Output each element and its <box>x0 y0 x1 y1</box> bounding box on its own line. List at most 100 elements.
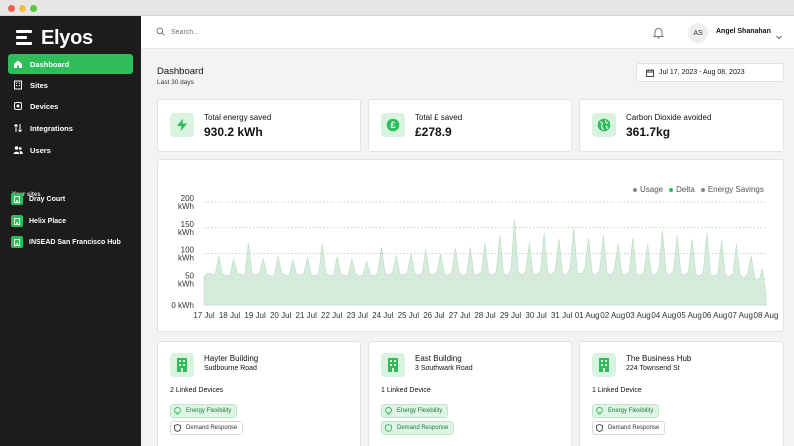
y-tick-label: 0 kWh <box>171 301 194 310</box>
site-building-icon <box>11 236 23 248</box>
x-tick-label: 22 Jul <box>321 311 343 320</box>
site-label: Dray Court <box>29 195 66 203</box>
x-tick-label: 04 Aug <box>651 311 676 320</box>
stat-label: Carbon Dioxide avoided <box>626 113 712 122</box>
stat-label: Total £ saved <box>415 113 463 122</box>
page-subtitle: Last 30 days <box>157 79 194 86</box>
site-name: East Building <box>415 354 462 363</box>
site-name: Hayter Building <box>204 354 259 363</box>
sidebar-site-dray-court[interactable]: Dray Court <box>8 190 138 208</box>
tag-energy-flexibility: Energy Flexibility <box>592 404 660 418</box>
site-name: The Business Hub <box>626 354 692 363</box>
x-tick-label: 05 Aug <box>677 311 702 320</box>
sidebar-item-label: Dashboard <box>30 59 70 69</box>
y-tick-label: 150 kWh <box>178 220 195 237</box>
sidebar: Elyos Dashboard Sites Devices Integratio… <box>0 16 141 446</box>
lightbulb-icon <box>174 407 181 415</box>
sidebar-item-label: Integrations <box>30 123 73 133</box>
x-tick-label: 18 Jul <box>219 311 241 320</box>
sidebar-item-sites[interactable]: Sites <box>8 75 133 95</box>
sidebar-item-label: Sites <box>30 80 48 90</box>
stat-card-energy: Total energy saved 930.2 kWh <box>157 99 361 152</box>
tag-demand-response: Demand Response <box>170 421 244 435</box>
minimize-window-button[interactable] <box>19 5 26 12</box>
stat-value: £278.9 <box>415 125 452 139</box>
sidebar-item-integrations[interactable]: Integrations <box>8 118 133 138</box>
x-tick-label: 28 Jul <box>474 311 496 320</box>
linked-devices-count: 1 Linked Device <box>592 387 642 394</box>
x-tick-label: 25 Jul <box>398 311 420 320</box>
top-bar: AS Angel Shanahan <box>141 16 794 49</box>
stat-value: 930.2 kWh <box>204 125 263 139</box>
energy-chart-card: Usage Delta Energy Savings 200 kWh 150 kWh 1… <box>157 159 784 332</box>
x-tick-label: 21 Jul <box>296 311 318 320</box>
sidebar-item-dashboard[interactable]: Dashboard <box>8 54 133 74</box>
user-name[interactable]: Angel Shanahan <box>716 28 771 35</box>
usage-area-series <box>203 220 767 306</box>
date-range-picker[interactable]: Jul 17, 2023 - Aug 08, 2023 <box>636 63 784 82</box>
bolt-icon <box>170 113 194 137</box>
stat-card-carbon: Carbon Dioxide avoided 361.7kg <box>579 99 784 152</box>
x-tick-label: 07 Aug <box>728 311 753 320</box>
calendar-icon <box>646 68 654 77</box>
lightbulb-icon <box>385 407 392 415</box>
x-tick-label: 20 Jul <box>270 311 292 320</box>
close-window-button[interactable] <box>8 5 15 12</box>
shield-icon <box>385 424 392 432</box>
pound-icon: £ <box>381 113 405 137</box>
sidebar-item-label: Users <box>30 145 51 155</box>
chevron-down-icon[interactable] <box>775 28 783 46</box>
stat-label: Total energy saved <box>204 113 272 122</box>
x-tick-label: 08 Aug <box>754 311 779 320</box>
site-card-east[interactable]: East Building 3 Southwark Road 1 Linked … <box>368 341 572 446</box>
site-card-business-hub[interactable]: The Business Hub 224 Townsend St 1 Linke… <box>579 341 784 446</box>
legend-item-energy-savings[interactable]: Energy Savings <box>700 185 764 194</box>
search-input[interactable] <box>171 29 371 36</box>
bell-icon[interactable] <box>652 26 665 44</box>
window-titlebar <box>0 0 794 16</box>
chart-legend: Usage Delta Energy Savings <box>633 185 764 194</box>
x-tick-label: 06 Aug <box>702 311 727 320</box>
sidebar-item-devices[interactable]: Devices <box>8 96 133 116</box>
avatar[interactable]: AS <box>688 23 708 43</box>
sidebar-item-users[interactable]: Users <box>8 140 133 160</box>
stat-card-money: £ Total £ saved £278.9 <box>368 99 572 152</box>
date-range-label: Jul 17, 2023 - Aug 08, 2023 <box>659 69 745 76</box>
maximize-window-button[interactable] <box>30 5 37 12</box>
site-address: Sudbourne Road <box>204 365 257 372</box>
site-building-icon <box>11 215 23 227</box>
sidebar-site-insead-sf-hub[interactable]: INSEAD San Francisco Hub <box>8 233 138 251</box>
x-tick-label: 24 Jul <box>372 311 394 320</box>
site-card-hayter[interactable]: Hayter Building Sudbourne Road 2 Linked … <box>157 341 361 446</box>
linked-devices-count: 2 Linked Devices <box>170 387 224 394</box>
building-icon <box>170 353 194 377</box>
x-tick-label: 27 Jul <box>449 311 471 320</box>
y-tick-label: 50 kWh <box>178 271 195 288</box>
your-sites-heading: Your sites <box>12 192 41 198</box>
stat-value: 361.7kg <box>626 125 671 139</box>
building-icon <box>592 353 616 377</box>
building-icon <box>13 80 23 90</box>
x-tick-label: 17 Jul <box>193 311 215 320</box>
site-address: 224 Townsend St <box>626 365 680 372</box>
legend-item-delta[interactable]: Delta <box>669 185 695 194</box>
tag-energy-flexibility: Energy Flexibility <box>170 404 238 418</box>
x-tick-label: 02 Aug <box>600 311 625 320</box>
brand-logo[interactable]: Elyos <box>16 26 93 50</box>
legend-item-usage[interactable]: Usage <box>633 185 663 194</box>
users-icon <box>13 145 23 155</box>
site-label: INSEAD San Francisco Hub <box>29 238 121 246</box>
page-title: Dashboard <box>157 66 204 77</box>
x-tick-label: 31 Jul <box>551 311 573 320</box>
arrows-icon <box>13 123 23 133</box>
logo-mark-icon <box>16 29 36 47</box>
sidebar-site-helix-place[interactable]: Helix Place <box>8 212 138 230</box>
linked-devices-count: 1 Linked Device <box>381 387 431 394</box>
svg-text:£: £ <box>390 120 395 130</box>
x-tick-label: 29 Jul <box>500 311 522 320</box>
tag-demand-response: Demand Response <box>592 421 666 435</box>
lightbulb-icon <box>596 407 603 415</box>
home-icon <box>13 59 23 69</box>
search-box <box>156 27 371 38</box>
